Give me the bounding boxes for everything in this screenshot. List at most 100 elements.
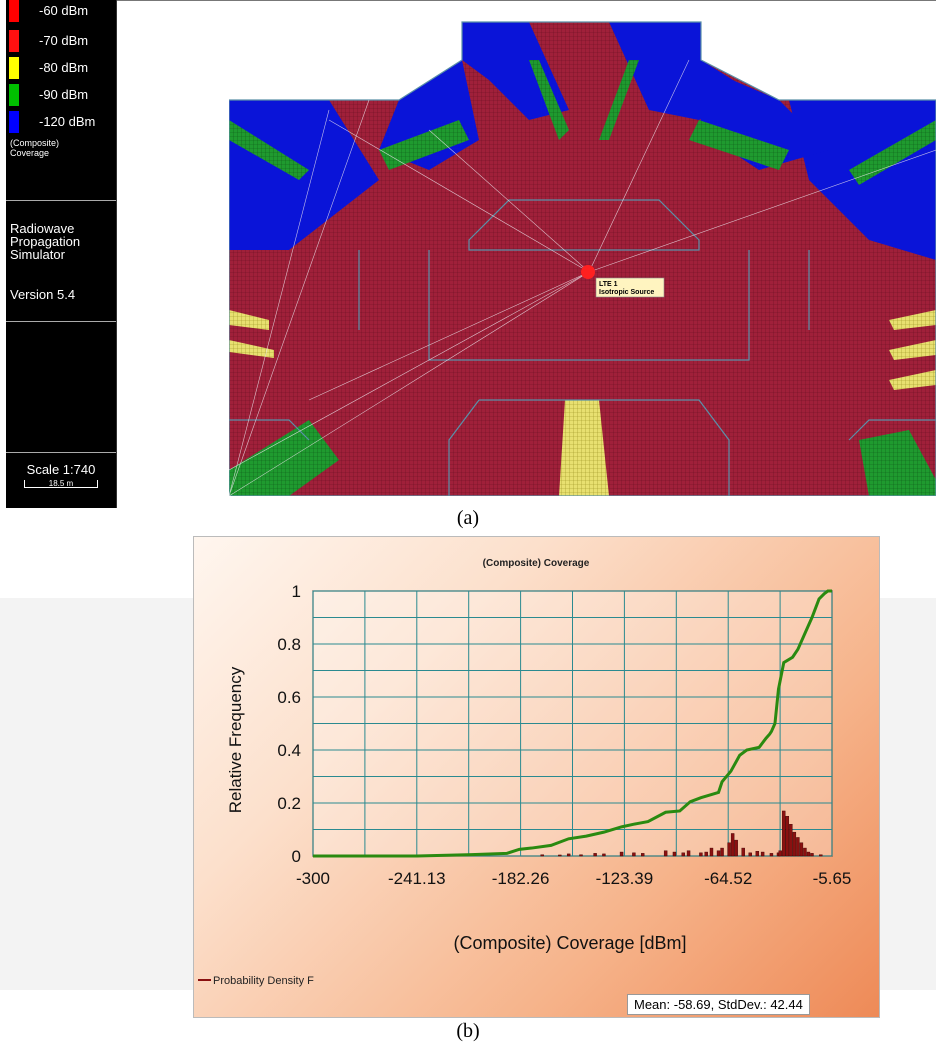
pdf-bar	[769, 853, 774, 857]
pdf-bar	[663, 850, 668, 857]
legend-label: -60 dBm	[39, 3, 89, 18]
chart-title: (Composite) Coverage	[483, 558, 590, 569]
y-tick-label: 0	[292, 847, 301, 866]
y-tick-label: 0.8	[277, 635, 301, 654]
y-tick-label: 0.2	[277, 794, 301, 813]
caption-b: (b)	[456, 1020, 480, 1042]
legend-label: -80 dBm	[39, 60, 89, 75]
window-top-border	[116, 0, 936, 1]
legend-caption-line2: Coverage	[10, 148, 50, 158]
scale-bar	[24, 480, 98, 488]
axis-ticks: -300 -241.13 -182.26 -123.39 -64.52 -5.65 0 0.2…	[277, 582, 851, 888]
chart-legend: Probability Density F	[198, 975, 314, 987]
source-label: LTE 1 Isotropic Source	[595, 277, 665, 298]
legend-item-90: -90 dBm	[9, 84, 113, 106]
pdf-bar	[641, 853, 645, 857]
pdf-bar	[681, 852, 685, 857]
panel-divider	[6, 200, 116, 201]
panel-divider	[6, 452, 116, 453]
x-tick-label: -64.52	[704, 869, 752, 888]
pdf-bar	[709, 847, 714, 857]
legend-item-70: -70 dBm	[9, 30, 113, 52]
pdf-bar	[796, 837, 800, 857]
caption-a: (a)	[456, 507, 480, 529]
x-tick-label: -123.39	[596, 869, 654, 888]
legend-swatch-120	[9, 111, 19, 133]
pdf-bar	[727, 842, 731, 857]
x-tick-label: -5.65	[813, 869, 852, 888]
app-version: Version 5.4	[10, 287, 76, 302]
y-tick-label: 0.4	[277, 741, 301, 760]
source-label-type: Isotropic Source	[599, 289, 654, 296]
pdf-bar	[785, 816, 790, 857]
pdf-bar	[540, 854, 544, 857]
y-axis-label: Relative Frequency	[226, 666, 245, 813]
pdf-series	[540, 810, 823, 857]
pdf-bar	[748, 852, 752, 857]
legend-swatch-90	[9, 84, 19, 106]
app-name-line2: Propagation	[10, 234, 81, 249]
legend-caption: (Composite) Coverage	[10, 138, 90, 158]
x-tick-label: -182.26	[492, 869, 550, 888]
coverage-chart-panel: (Composite) Coverage -300 -241.13 -182.26-…	[193, 536, 880, 1018]
legend-item-60: -60 dBm	[9, 0, 113, 22]
pdf-bar	[716, 850, 721, 857]
stats-box: Mean: -58.69, StdDev.: 42.44	[627, 994, 810, 1015]
pdf-bar	[602, 853, 606, 857]
pdf-bar	[672, 851, 677, 857]
pdf-bar	[741, 847, 745, 857]
x-tick-label: -241.13	[388, 869, 446, 888]
legend-label: -90 dBm	[39, 87, 89, 102]
lte-source-marker[interactable]	[581, 265, 595, 279]
legend-item-120: -120 dBm	[9, 111, 113, 133]
ray-paths	[229, 59, 936, 496]
legend-panel: -60 dBm -70 dBm -80 dBm -90 dBm -120 dBm…	[6, 0, 117, 508]
pdf-bar	[755, 851, 760, 857]
legend-caption-line1: (Composite)	[10, 138, 60, 148]
pdf-bar	[558, 854, 562, 857]
pdf-bar	[699, 852, 703, 857]
app-name-line3: Simulator	[10, 247, 65, 262]
pdf-bar	[789, 824, 793, 857]
coverage-map[interactable]: LTE 1 Isotropic Source	[229, 0, 936, 496]
pdf-bar	[810, 853, 814, 857]
pdf-bar	[803, 847, 807, 857]
legend-swatch-60	[9, 0, 19, 22]
source-label-name: LTE 1	[599, 281, 618, 288]
pdf-bar	[579, 854, 583, 857]
app-name: Radiowave Propagation Simulator	[10, 222, 80, 261]
pdf-bar	[760, 851, 765, 857]
legend-pdf-label: Probability Density F	[213, 975, 314, 987]
pdf-bar	[632, 852, 636, 857]
y-tick-label: 0.6	[277, 688, 301, 707]
y-tick-label: 1	[292, 582, 301, 601]
pdf-bar	[730, 833, 735, 857]
chart-grid	[312, 590, 833, 857]
pdf-bar	[686, 850, 691, 857]
scale-bar-label: 18.5 m	[48, 479, 74, 488]
cdf-series-line	[313, 589, 832, 858]
pdf-bar	[734, 839, 738, 857]
weak-coverage-regions	[229, 310, 936, 496]
medium-coverage-regions	[229, 60, 936, 496]
app-name-line1: Radiowave	[10, 221, 75, 236]
pdf-bar	[720, 847, 724, 857]
panel-divider	[6, 321, 116, 322]
legend-item-80: -80 dBm	[9, 57, 113, 79]
x-tick-label: -300	[296, 869, 330, 888]
pdf-bar	[819, 854, 823, 857]
coverage-chart: (Composite) Coverage -300 -241.13 -182.26-…	[198, 558, 851, 987]
pdf-bar	[778, 850, 782, 857]
legend-swatch-80	[9, 57, 19, 79]
x-axis-label: (Composite) Coverage [dBm]	[453, 933, 686, 953]
pdf-bar	[593, 853, 597, 857]
pdf-bar	[806, 851, 811, 857]
scale-label: Scale 1:740	[26, 462, 96, 477]
pdf-bar	[782, 810, 786, 857]
pdf-bar	[799, 842, 804, 857]
wall-outlines	[229, 21, 936, 496]
pdf-bar	[619, 851, 624, 857]
legend-label: -120 dBm	[39, 114, 96, 129]
pdf-bar	[704, 851, 708, 857]
legend-swatch-70	[9, 30, 19, 52]
